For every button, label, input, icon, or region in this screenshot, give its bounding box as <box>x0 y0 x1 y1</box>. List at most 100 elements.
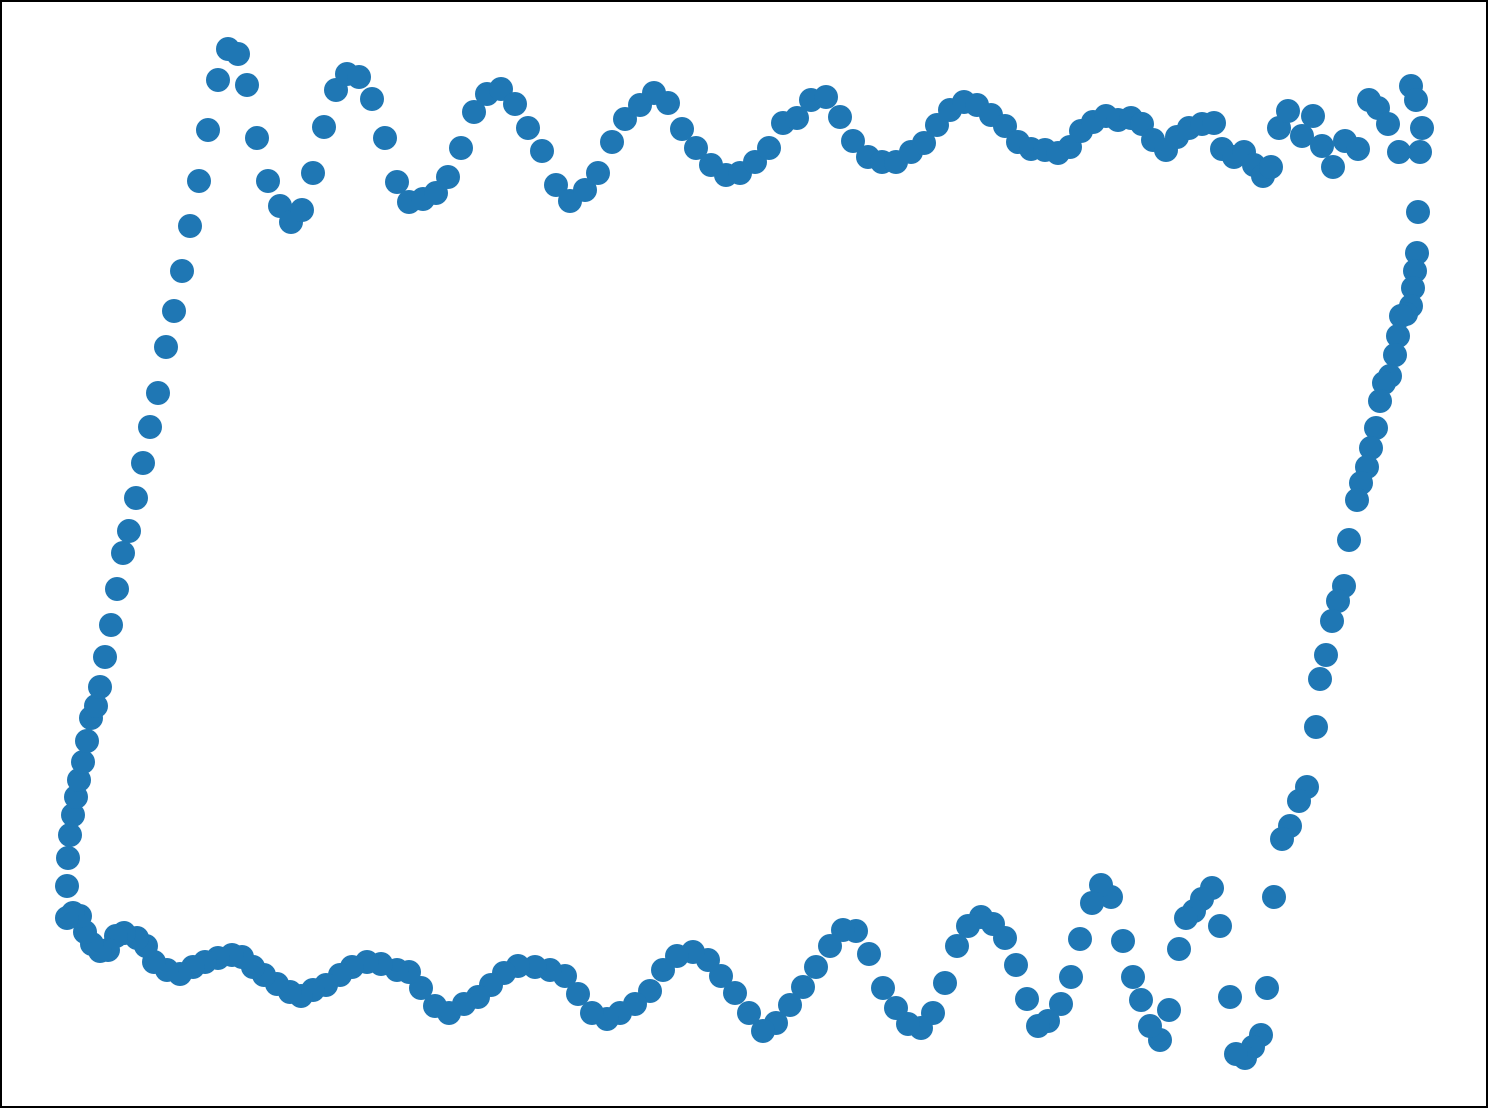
scatter-point <box>1059 965 1083 989</box>
scatter-point <box>1202 111 1226 135</box>
scatter-point <box>1410 116 1434 140</box>
scatter-point <box>580 1001 604 1025</box>
scatter-point <box>1089 873 1113 897</box>
scatter-point <box>67 768 91 792</box>
scatter-point <box>55 906 79 930</box>
scatter-point <box>187 169 211 193</box>
scatter-point <box>1368 389 1392 413</box>
scatter-point <box>124 486 148 510</box>
scatter-point <box>1359 436 1383 460</box>
scatter-point <box>84 694 108 718</box>
scatter-point <box>1276 99 1300 123</box>
scatter-point <box>1376 112 1400 136</box>
scatter-point <box>1304 715 1328 739</box>
scatter-point <box>1310 134 1334 158</box>
scatter-point <box>1138 1014 1162 1038</box>
scatter-point <box>61 803 85 827</box>
scatter-point <box>71 750 95 774</box>
scatter-point <box>841 129 865 153</box>
scatter-point <box>373 126 397 150</box>
scatter-point <box>93 645 117 669</box>
scatter-point <box>1320 609 1344 633</box>
scatter-point <box>566 982 590 1006</box>
scatter-point <box>956 914 980 938</box>
scatter-point <box>1262 885 1286 909</box>
scatter-point <box>670 117 694 141</box>
scatter-point <box>1326 589 1350 613</box>
scatter-point <box>1383 343 1407 367</box>
scatter-point <box>933 971 957 995</box>
scatter-point <box>1404 88 1428 112</box>
scatter-point <box>814 85 838 109</box>
scatter-point <box>684 136 708 160</box>
scatter-point <box>131 451 155 475</box>
scatter-point <box>256 169 280 193</box>
scatter-point <box>778 993 802 1017</box>
scatter-point <box>656 91 680 115</box>
scatter-point <box>235 73 259 97</box>
scatter-point <box>385 170 409 194</box>
scatter-point <box>312 115 336 139</box>
scatter-point <box>55 874 79 898</box>
scatter-point <box>600 130 624 154</box>
scatter-point <box>709 964 733 988</box>
scatter-point <box>573 178 597 202</box>
scatter-point <box>1321 155 1345 179</box>
scatter-point <box>1301 104 1325 128</box>
scatter-point <box>1111 929 1135 953</box>
scatter-point <box>111 541 135 565</box>
scatter-point <box>1401 276 1425 300</box>
scatter-point <box>301 161 325 185</box>
scatter-point <box>993 114 1017 138</box>
scatter-point <box>1157 998 1181 1022</box>
scatter-point <box>56 846 80 870</box>
scatter-point <box>1255 976 1279 1000</box>
scatter-point <box>1208 914 1232 938</box>
scatter-point <box>828 105 852 129</box>
scatter-point <box>138 415 162 439</box>
scatter-point <box>530 139 554 163</box>
scatter-point <box>791 975 815 999</box>
scatter-point <box>1129 988 1153 1012</box>
scatter-point <box>58 823 82 847</box>
scatter-point <box>1015 987 1039 1011</box>
scatter-point <box>75 729 99 753</box>
scatter-point <box>737 1001 761 1025</box>
scatter-point <box>99 613 123 637</box>
scatter-point <box>586 161 610 185</box>
scatter-point <box>245 126 269 150</box>
scatter-point <box>146 381 170 405</box>
scatter-point <box>170 259 194 283</box>
scatter-point <box>1408 140 1432 164</box>
scatter-point <box>785 106 809 130</box>
scatter-point <box>154 335 178 359</box>
scatter-point <box>523 955 547 979</box>
scatter-point <box>347 65 371 89</box>
scatter-point <box>178 214 202 238</box>
scatter-point <box>88 675 112 699</box>
scatter-point <box>1004 953 1028 977</box>
scatter-point <box>871 976 895 1000</box>
scatter-point <box>723 981 747 1005</box>
scatter-point <box>1290 124 1314 148</box>
scatter-point <box>1387 140 1411 164</box>
scatter-point <box>1389 304 1413 328</box>
scatter-point <box>117 519 141 543</box>
scatter-point <box>613 107 637 131</box>
scatter-point <box>884 996 908 1020</box>
scatter-point <box>436 165 460 189</box>
scatter-point <box>857 942 881 966</box>
scatter-point <box>1308 667 1332 691</box>
scatter-point <box>226 42 250 66</box>
scatter-point <box>1121 965 1145 989</box>
scatter-point <box>831 918 855 942</box>
scatter-point <box>360 87 384 111</box>
scatter-point <box>1386 324 1410 348</box>
scatter-point <box>489 77 513 101</box>
scatter-point <box>1314 643 1338 667</box>
scatter-point <box>1364 416 1388 440</box>
scatter-point <box>1080 891 1104 915</box>
scatter-point <box>449 136 473 160</box>
scatter-point <box>462 100 486 124</box>
